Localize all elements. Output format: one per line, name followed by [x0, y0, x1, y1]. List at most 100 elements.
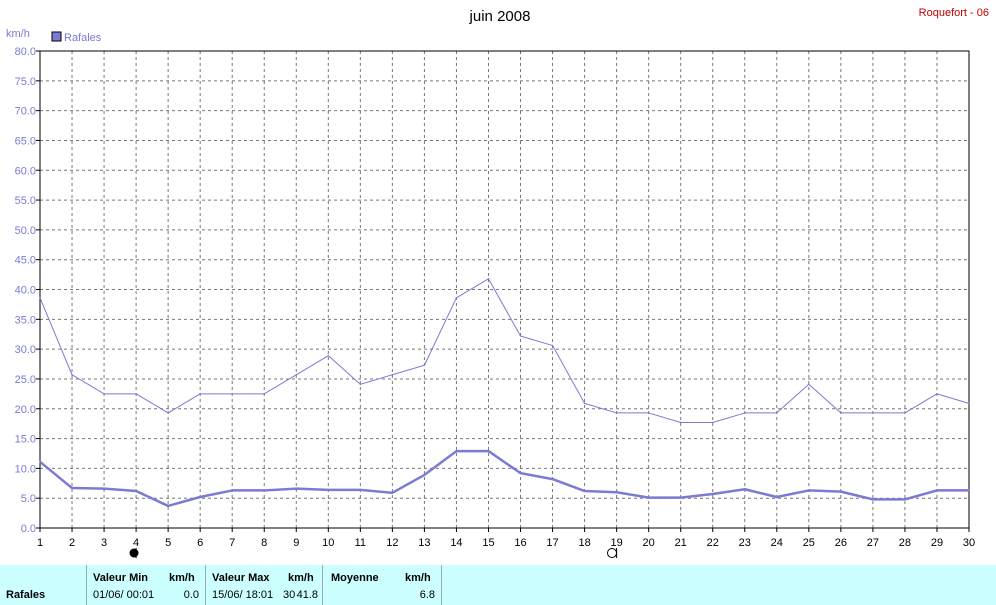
data-point: [808, 489, 810, 492]
x-tick-label: 24: [771, 537, 783, 549]
data-point: [231, 393, 234, 395]
max-header: Valeur Max: [212, 572, 270, 584]
data-point: [743, 412, 746, 414]
chart-title: juin 2008: [469, 8, 531, 25]
data-point: [872, 412, 874, 414]
y-tick-label: 35.0: [15, 314, 36, 326]
stats-avg-cell: Moyenne km/h 6.8: [323, 565, 442, 605]
grid-lines: [40, 51, 969, 528]
data-point: [71, 373, 73, 376]
data-point: [423, 474, 426, 476]
series-line-rafales: [39, 278, 970, 423]
data-point: [455, 297, 458, 299]
x-tick-label: 29: [931, 537, 943, 549]
data-point: [295, 373, 298, 376]
data-point: [295, 487, 298, 490]
data-point: [359, 489, 362, 491]
data-point: [487, 277, 490, 280]
data-point: [519, 472, 522, 474]
data-point: [263, 489, 266, 492]
y-tick-label: 15.0: [15, 434, 36, 446]
data-point: [647, 496, 650, 499]
data-point: [583, 402, 586, 405]
x-tick-label: 20: [643, 537, 655, 549]
y-axis: 0.0 5.0 10.0 15.0 20.0 25.0 30.0 35.0 40.0 45.0 50…: [15, 46, 40, 535]
data-point: [167, 505, 169, 507]
data-point: [199, 496, 201, 498]
y-tick-label: 50.0: [15, 225, 36, 237]
stats-label-cell: Rafales: [0, 565, 87, 605]
data-point: [263, 393, 266, 395]
x-tick-label: 13: [418, 537, 430, 549]
x-axis: 1 2 3 4 5 6 7 8 9 10 11 12 13 14 15 16 17 18 19 20 21 22 23 24 2…: [37, 528, 975, 558]
data-point: [39, 461, 41, 463]
data-point: [679, 421, 682, 424]
data-point: [423, 364, 426, 367]
data-point: [904, 412, 906, 414]
data-point: [647, 412, 650, 414]
x-tick-label: 1: [37, 537, 43, 549]
data-point: [39, 297, 41, 299]
data-point: [391, 492, 394, 494]
y-tick-label: 60.0: [15, 165, 36, 177]
data-point: [840, 490, 842, 493]
x-tick-label: 4: [133, 537, 139, 549]
data-point: [968, 489, 970, 492]
data-point: [103, 487, 105, 490]
data-point: [167, 412, 169, 414]
data-point: [551, 344, 554, 347]
x-tick-label: 19: [610, 537, 622, 549]
stats-min-cell: Valeur Min km/h 01/06/ 00:01 0.0: [87, 565, 206, 605]
data-point: [199, 393, 201, 395]
stats-max-cell: Valeur Max km/h 15/06/ 18:01 30 41.8: [206, 565, 323, 605]
data-point: [808, 383, 810, 386]
x-tick-label: 11: [355, 537, 366, 549]
min-header: Valeur Min: [93, 572, 149, 584]
data-point: [840, 412, 842, 414]
y-tick-label: 25.0: [15, 374, 36, 386]
station-name: Roquefort - 06: [919, 7, 989, 19]
data-point: [103, 393, 105, 395]
data-point: [872, 498, 874, 501]
data-point: [711, 421, 714, 424]
data-point: [71, 487, 73, 489]
data-point: [231, 489, 234, 492]
y-tick-label: 70.0: [15, 106, 36, 118]
new-moon-icon: [607, 548, 617, 558]
data-point: [775, 496, 778, 498]
y-tick-label: 5.0: [21, 493, 36, 505]
data-point: [679, 496, 682, 499]
data-point: [583, 490, 586, 492]
x-tick-label: 16: [514, 537, 526, 549]
y-tick-label: 40.0: [15, 285, 36, 297]
x-tick-label: 17: [546, 537, 558, 549]
y-tick-label: 45.0: [15, 255, 36, 267]
y-tick-label: 80.0: [15, 46, 36, 58]
avg-unit: km/h: [405, 572, 431, 584]
series-group: [39, 277, 970, 508]
data-point: [327, 354, 330, 357]
max-unit: km/h: [288, 572, 314, 584]
y-tick-label: 75.0: [15, 76, 36, 88]
x-tick-label: 25: [803, 537, 815, 549]
max-date-tail: 30: [283, 589, 296, 601]
x-tick-label: 9: [293, 537, 299, 549]
x-tick-label: 14: [450, 537, 462, 549]
x-tick-label: 8: [261, 537, 267, 549]
x-tick-label: 21: [675, 537, 687, 549]
data-point: [391, 373, 394, 376]
x-tick-label: 15: [482, 537, 494, 549]
data-point: [936, 393, 938, 395]
x-tick-label: 7: [229, 537, 235, 549]
x-tick-label: 5: [165, 537, 171, 549]
data-point: [135, 490, 137, 492]
data-point: [743, 488, 746, 491]
y-tick-label: 0.0: [21, 523, 36, 535]
avg-header: Moyenne: [331, 572, 379, 584]
x-tick-label: 22: [707, 537, 719, 549]
data-point: [968, 402, 970, 405]
x-tick-label: 3: [101, 537, 107, 549]
y-tick-label: 20.0: [15, 404, 36, 416]
min-date: 01/06/ 00:01: [93, 589, 155, 601]
data-point: [135, 393, 137, 395]
